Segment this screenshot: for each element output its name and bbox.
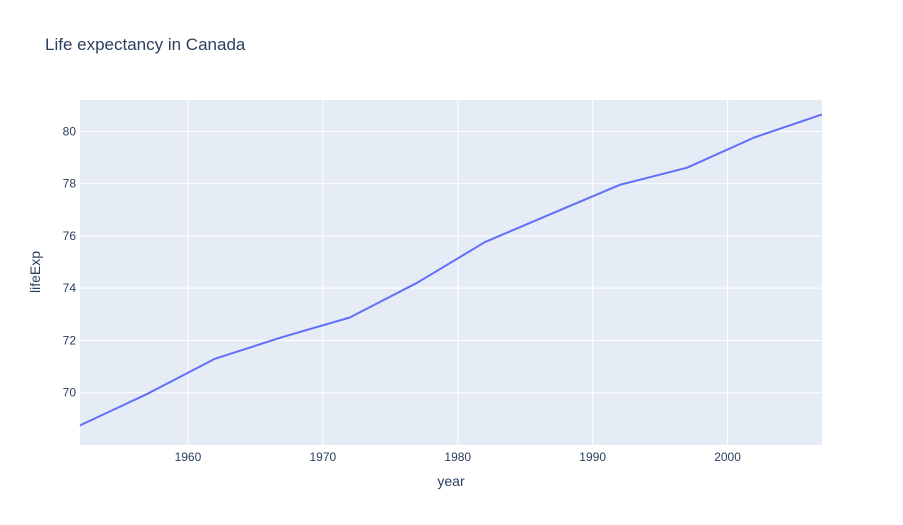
y-tick-label: 74 — [63, 281, 77, 295]
y-tick-label: 76 — [63, 229, 77, 243]
y-tick-label: 78 — [63, 177, 77, 191]
x-tick-label: 1990 — [579, 450, 606, 464]
plot-area — [80, 100, 822, 445]
series-layer — [79, 113, 823, 427]
x-axis-ticks: 1960 1970 1980 1990 2000 — [175, 450, 742, 464]
y-axis-ticks: 70 72 74 76 78 80 — [63, 124, 77, 399]
y-axis-title: lifeExp — [27, 251, 43, 293]
y-tick-label: 72 — [63, 333, 77, 347]
y-tick-label: 80 — [63, 124, 77, 138]
series-line — [79, 113, 823, 427]
x-tick-label: 1970 — [309, 450, 336, 464]
y-tick-label: 70 — [63, 386, 77, 400]
x-tick-label: 2000 — [714, 450, 741, 464]
x-tick-label: 1960 — [175, 450, 202, 464]
grid-lines — [80, 100, 822, 445]
chart-title: Life expectancy in Canada — [45, 35, 246, 54]
x-axis-title: year — [437, 473, 465, 489]
x-tick-label: 1980 — [444, 450, 471, 464]
